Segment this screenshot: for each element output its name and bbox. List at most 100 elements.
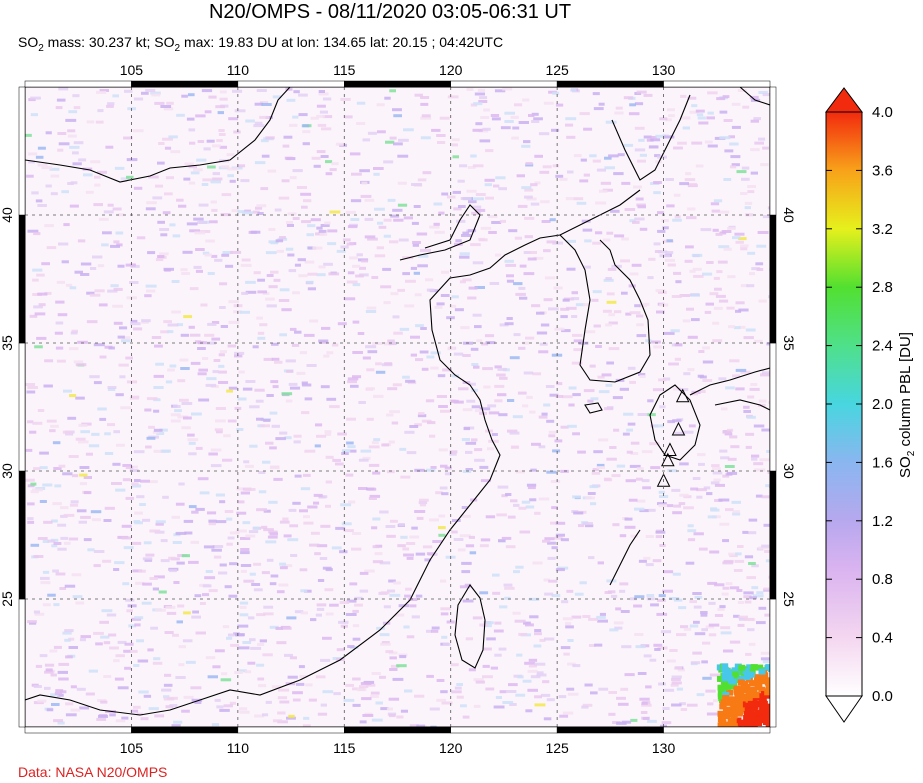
so2-pixel <box>451 690 462 694</box>
so2-pixel <box>188 325 195 329</box>
so2-pixel <box>505 493 512 496</box>
so2-pixel <box>430 725 437 727</box>
so2-pixel <box>665 178 674 181</box>
so2-pixel <box>315 675 326 679</box>
so2-pixel <box>592 290 602 294</box>
so2-pixel <box>418 501 428 505</box>
high-so2-pixel <box>723 676 731 683</box>
so2-pixel <box>571 315 578 318</box>
x-tick-label-top: 105 <box>120 62 144 78</box>
so2-pixel <box>606 361 614 365</box>
so2-pixel <box>467 229 477 233</box>
so2-pixel <box>53 467 62 470</box>
so2-pixel <box>32 293 42 296</box>
so2-pixel <box>112 207 122 211</box>
so2-pixel <box>616 696 626 700</box>
data-credit: Data: NASA N20/OMPS <box>18 764 168 780</box>
so2-pixel <box>674 343 682 347</box>
so2-pixel <box>300 192 312 196</box>
so2-pixel <box>213 359 221 362</box>
so2-pixel <box>613 621 624 625</box>
so2-pixel <box>94 183 101 187</box>
so2-pixel <box>209 220 218 224</box>
so2-pixel <box>392 677 404 681</box>
so2-pixel <box>376 103 385 107</box>
so2-pixel <box>97 699 107 702</box>
so2-pixel <box>221 253 230 257</box>
so2-pixel <box>628 112 640 116</box>
so2-pixel <box>609 628 619 632</box>
so2-pixel <box>245 534 256 538</box>
so2-pixel <box>499 376 508 380</box>
so2-pixel <box>766 342 770 346</box>
so2-pixel <box>362 456 371 460</box>
so2-pixel <box>421 367 429 371</box>
so2-pixel <box>182 639 193 643</box>
so2-pixel <box>531 442 541 446</box>
so2-pixel <box>275 627 284 630</box>
so2-pixel <box>27 386 38 389</box>
so2-pixel <box>218 381 229 384</box>
so2-pixel <box>176 198 184 202</box>
so2-pixel <box>110 284 119 288</box>
so2-pixel <box>655 134 667 138</box>
so2-pixel <box>438 533 446 537</box>
so2-pixel <box>77 340 88 344</box>
so2-pixel <box>27 620 37 624</box>
so2-pixel <box>339 601 350 604</box>
colorbar-tick-label: 0.8 <box>872 571 893 588</box>
so2-pixel <box>276 249 284 253</box>
so2-pixel <box>136 712 143 716</box>
so2-pixel <box>199 491 210 495</box>
so2-pixel <box>292 115 299 119</box>
so2-pixel <box>702 346 710 350</box>
so2-pixel <box>733 614 740 618</box>
so2-pixel <box>107 289 118 293</box>
so2-pixel <box>562 617 573 621</box>
so2-pixel <box>583 173 590 177</box>
so2-pixel <box>51 544 58 548</box>
so2-pixel <box>168 556 176 560</box>
x-tick-label-bottom: 105 <box>120 740 144 756</box>
high-so2-pixel <box>730 697 738 704</box>
so2-pixel <box>93 550 105 553</box>
so2-pixel <box>412 241 421 244</box>
so2-pixel <box>282 626 292 630</box>
so2-pixel <box>708 623 720 627</box>
so2-pixel <box>532 372 542 376</box>
so2-pixel <box>601 373 612 377</box>
high-so2-pixel <box>767 703 770 710</box>
so2-pixel <box>243 579 255 583</box>
so2-pixel <box>173 405 181 408</box>
so2-pixel <box>731 125 741 129</box>
so2-pixel <box>703 486 711 490</box>
so2-pixel <box>639 153 647 157</box>
so2-pixel <box>735 301 745 305</box>
so2-pixel <box>730 445 740 449</box>
so2-pixel <box>287 675 298 679</box>
so2-pixel <box>218 571 228 575</box>
so2-pixel <box>393 142 403 146</box>
so2-pixel <box>474 409 482 413</box>
so2-pixel <box>263 605 274 609</box>
so2-pixel <box>279 700 290 704</box>
so2-pixel <box>686 216 697 220</box>
so2-pixel <box>431 626 440 630</box>
so2-pixel <box>719 605 726 609</box>
so2-pixel <box>345 613 357 616</box>
so2-pixel <box>567 639 574 642</box>
so2-pixel <box>404 594 411 598</box>
so2-pixel <box>513 333 521 337</box>
so2-pixel <box>33 467 41 471</box>
so2-pixel <box>465 468 473 471</box>
so2-pixel <box>696 495 703 499</box>
so2-pixel <box>309 319 319 323</box>
so2-pixel <box>409 604 417 608</box>
so2-pixel <box>708 601 716 605</box>
so2-pixel <box>203 545 215 549</box>
so2-pixel <box>523 140 531 144</box>
so2-pixel <box>678 606 687 610</box>
so2-pixel <box>414 510 426 513</box>
so2-pixel <box>756 591 764 595</box>
so2-pixel <box>52 502 62 506</box>
